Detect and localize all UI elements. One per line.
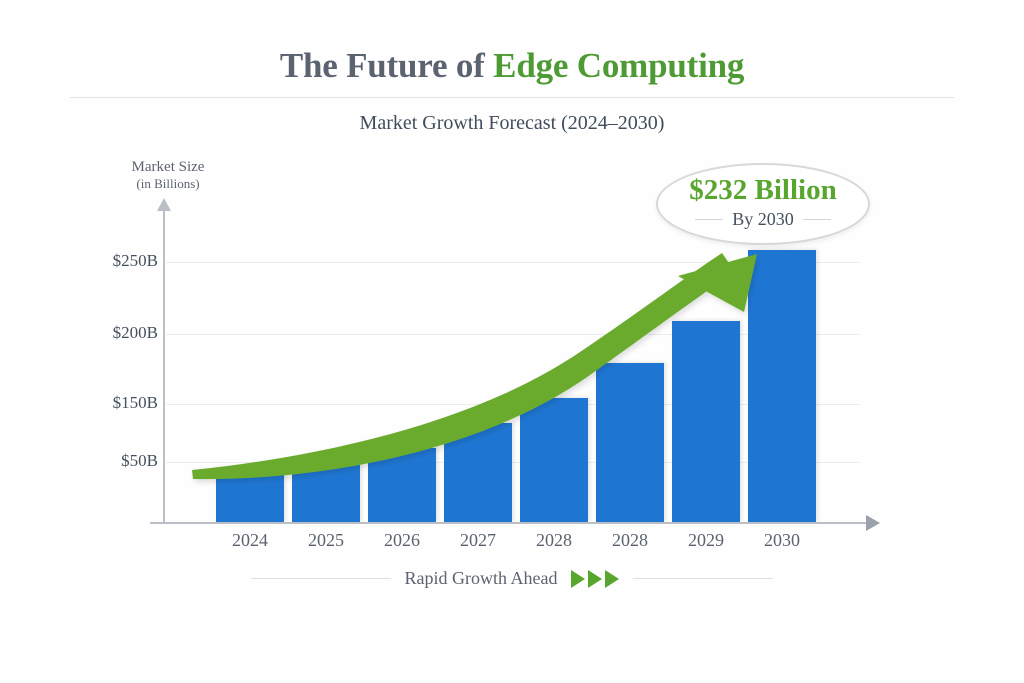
play-triangle-icon [588, 569, 603, 588]
x-axis-tick-label: 2024 [232, 530, 268, 550]
x-axis-tick-label: 2026 [384, 530, 420, 550]
bar [520, 398, 588, 522]
x-axis-tick-label: 2025 [308, 530, 344, 550]
y-axis-title-line2: (in Billions) [136, 176, 200, 192]
y-axis-title-line1: Market Size [131, 159, 205, 175]
bar [596, 363, 664, 522]
x-axis-tick-label: 2028 [612, 530, 648, 550]
page-title: The Future of Edge Computing [0, 46, 1024, 86]
y-axis-title: Market Size (in Billions) [108, 158, 228, 192]
bar [216, 470, 284, 522]
y-axis-arrow-icon [157, 198, 171, 211]
play-triangle-icon [571, 569, 586, 588]
callout-value: $232 Billion [689, 174, 837, 206]
callout-rule-right [802, 219, 831, 220]
title-divider [70, 97, 954, 98]
y-axis-tick-label: $250B [112, 251, 158, 270]
x-axis-tick-label: 2030 [764, 530, 800, 550]
y-axis-tick-label: $200B [112, 323, 158, 342]
footer-rule-right [633, 578, 774, 579]
x-axis-line [150, 522, 868, 524]
bar [444, 423, 512, 522]
bar [672, 321, 740, 522]
title-lead: The Future of [279, 46, 494, 85]
bar [292, 461, 360, 522]
footer-rule-left [250, 578, 391, 579]
x-axis-tick-label: 2029 [688, 530, 724, 550]
play-triangle-icon [605, 569, 620, 588]
y-axis-line [163, 208, 165, 524]
callout-badge: $232 Billion By 2030 [656, 163, 870, 245]
callout-subtitle-row: By 2030 [658, 209, 868, 230]
bar [368, 448, 436, 522]
x-axis-tick-label: 2028 [536, 530, 572, 550]
callout-rule-left [695, 219, 724, 220]
title-accent: Edge Computing [493, 46, 745, 85]
y-axis-tick-label: $150B [112, 393, 158, 412]
callout-subtitle: By 2030 [732, 209, 794, 229]
x-axis-arrow-icon [866, 515, 880, 531]
y-axis-tick-label: $50B [121, 451, 158, 470]
chart-subtitle: Market Growth Forecast (2024–2030) [359, 112, 665, 134]
x-axis-tick-label: 2027 [460, 530, 496, 550]
footer-text: Rapid Growth Ahead [404, 568, 558, 588]
bar [748, 250, 816, 522]
footer-caption: Rapid Growth Ahead [0, 568, 1024, 589]
footer-arrows [571, 569, 620, 588]
